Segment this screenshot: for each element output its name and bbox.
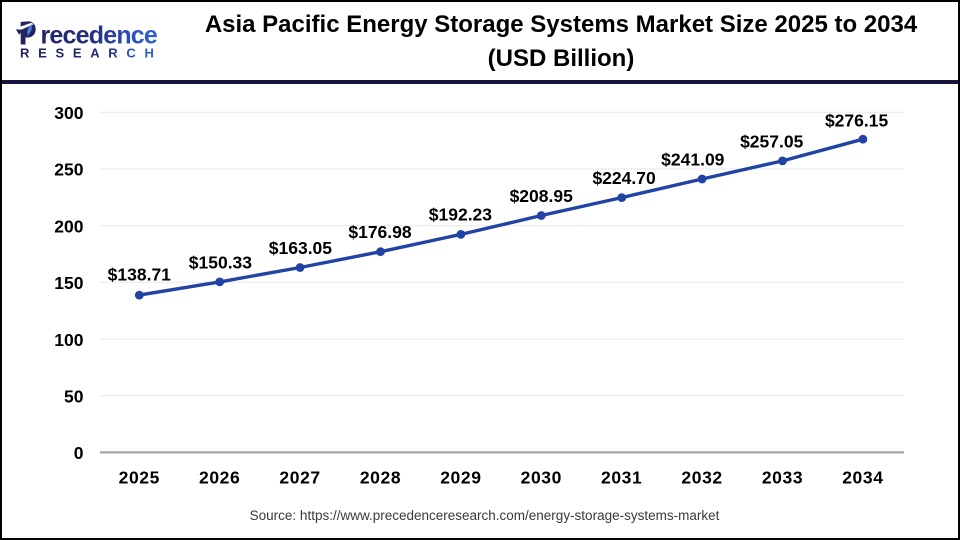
svg-text:$138.71: $138.71: [108, 265, 172, 285]
svg-text:$150.33: $150.33: [189, 252, 253, 272]
svg-text:2031: 2031: [601, 467, 642, 487]
svg-text:2027: 2027: [279, 467, 320, 487]
svg-text:50: 50: [64, 387, 84, 407]
svg-text:$192.23: $192.23: [429, 205, 493, 225]
svg-text:$163.05: $163.05: [269, 238, 333, 258]
svg-text:$208.95: $208.95: [510, 186, 574, 206]
svg-text:2029: 2029: [440, 467, 481, 487]
svg-text:250: 250: [54, 160, 83, 180]
svg-text:100: 100: [54, 330, 83, 350]
svg-text:2026: 2026: [199, 467, 240, 487]
svg-text:300: 300: [54, 103, 83, 123]
svg-text:200: 200: [54, 216, 83, 236]
svg-text:$241.09: $241.09: [661, 149, 725, 169]
svg-text:recedence: recedence: [41, 22, 158, 50]
svg-text:2032: 2032: [681, 467, 722, 487]
svg-text:2033: 2033: [762, 467, 803, 487]
svg-text:150: 150: [54, 273, 83, 293]
svg-text:0: 0: [74, 443, 84, 463]
svg-text:2030: 2030: [521, 467, 562, 487]
svg-text:2025: 2025: [119, 467, 160, 487]
svg-text:RESEARCH: RESEARCH: [20, 46, 163, 61]
svg-text:$257.05: $257.05: [740, 131, 804, 151]
svg-text:2028: 2028: [360, 467, 401, 487]
svg-text:$224.70: $224.70: [592, 168, 656, 188]
svg-text:2034: 2034: [842, 467, 883, 487]
svg-text:$176.98: $176.98: [348, 222, 412, 242]
svg-text:$276.15: $276.15: [825, 110, 889, 130]
